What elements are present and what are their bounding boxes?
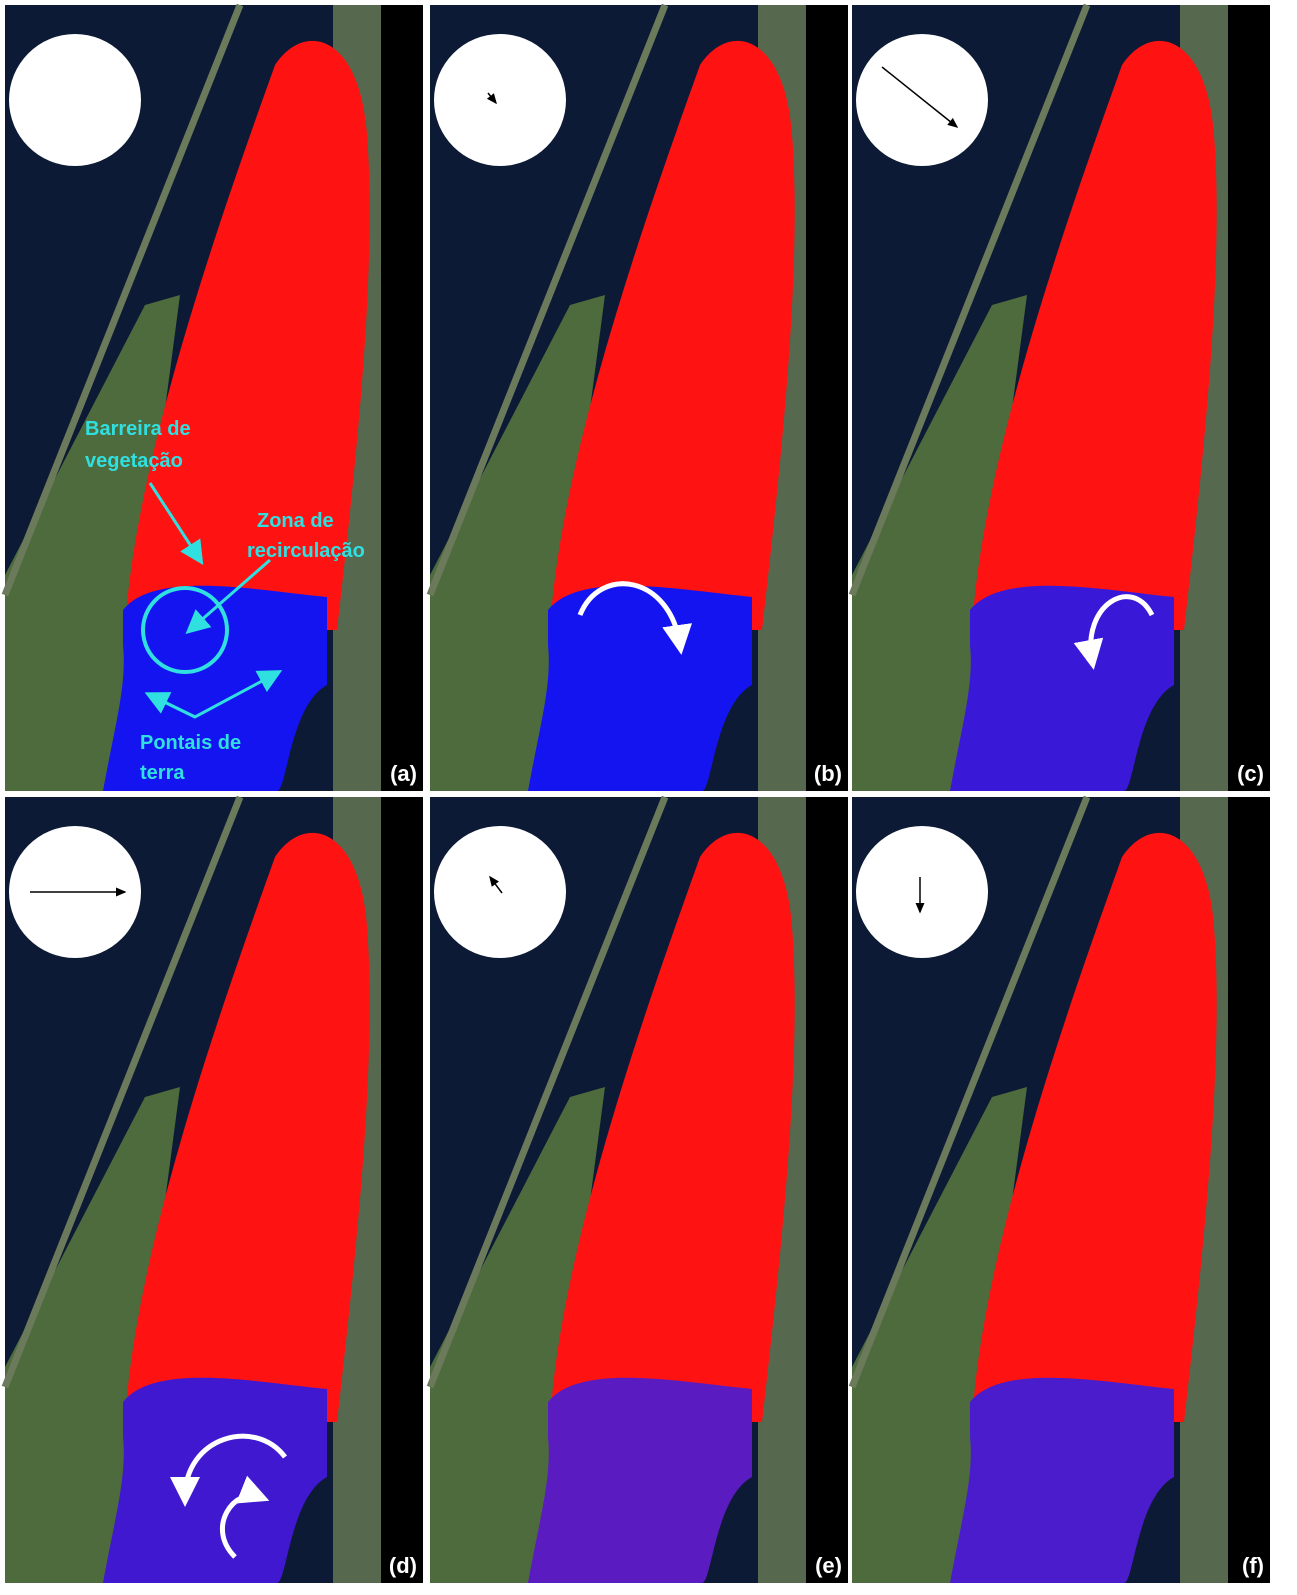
panels: (a) (b) (c) (d) (e) (f)	[5, 5, 1270, 1583]
compass	[9, 34, 141, 166]
annotation: Pontais de	[140, 732, 241, 754]
page: (a) (b) (c) (d) (e) (f) Barreira de vegetação…	[0, 0, 1297, 1595]
compass	[856, 34, 988, 166]
annotation: Barreira de	[85, 418, 191, 440]
panel-label: (a)	[390, 761, 417, 786]
compass	[434, 34, 566, 166]
annotation: vegetação	[85, 450, 183, 472]
panel: (a)	[5, 5, 423, 791]
panel: (b)	[430, 5, 848, 791]
annotation: terra	[140, 762, 185, 784]
strip	[806, 5, 848, 791]
strip	[1228, 5, 1270, 791]
panel: (c)	[852, 5, 1270, 791]
strip	[1228, 797, 1270, 1583]
strip	[806, 797, 848, 1583]
panel-label: (d)	[389, 1553, 417, 1578]
panel-label: (e)	[815, 1553, 842, 1578]
panel: (d)	[5, 797, 423, 1583]
compass	[856, 826, 988, 958]
annotation: Zona de	[257, 510, 334, 532]
panel: (f)	[852, 797, 1270, 1583]
panel-label: (b)	[814, 761, 842, 786]
strip	[381, 5, 423, 791]
panel-label: (f)	[1242, 1553, 1264, 1578]
strip	[381, 797, 423, 1583]
panel-label: (c)	[1237, 761, 1264, 786]
figure: (a) (b) (c) (d) (e) (f) Barreira de vegetação…	[0, 0, 1297, 1595]
panel: (e)	[430, 797, 848, 1583]
annotation: recirculação	[247, 540, 365, 562]
compass	[434, 826, 566, 958]
